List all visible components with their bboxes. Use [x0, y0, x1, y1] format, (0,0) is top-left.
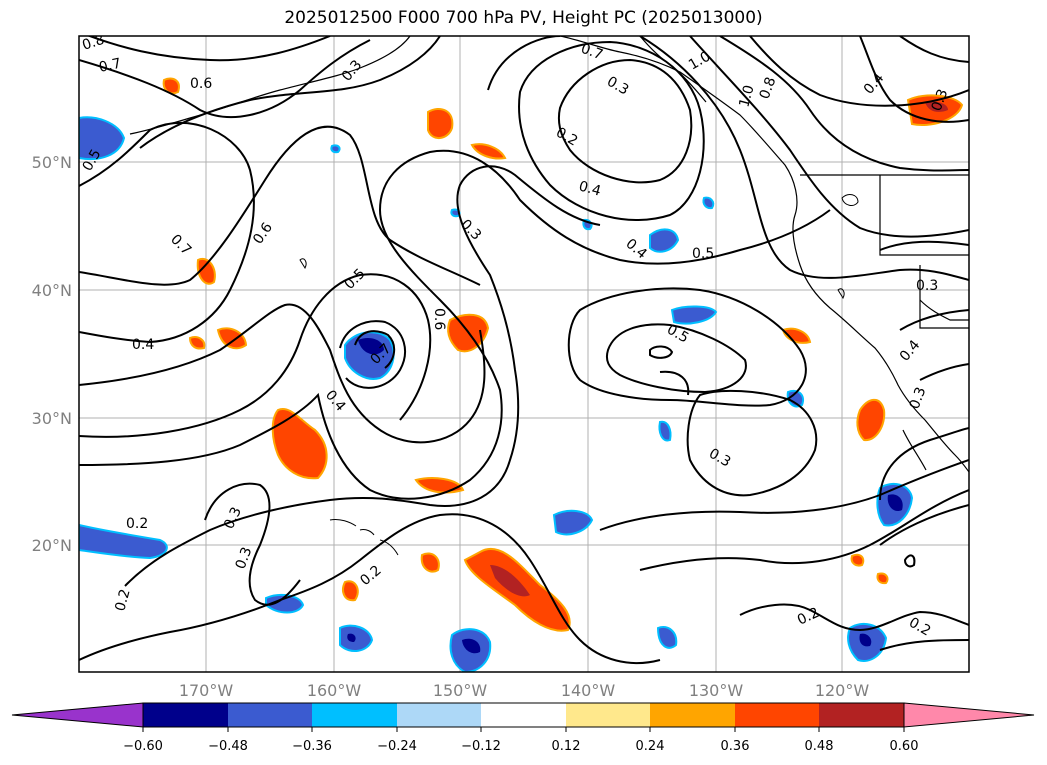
contour-label: 0.4 — [577, 178, 603, 199]
negative-anomalies — [79, 116, 914, 672]
contour-label: 0.7 — [579, 41, 605, 64]
islands — [299, 194, 859, 556]
pv-blob-west-pacific — [271, 408, 328, 480]
map-panel: 0.8 0.7 0.6 0.5 0.7 0.6 0.4 0.5 0.6 0.7 … — [78, 35, 970, 673]
colorbar-segment — [650, 703, 735, 727]
colorbar-tick-label: −0.48 — [208, 739, 248, 754]
contour-label: 0.4 — [132, 337, 154, 353]
contour-label: 0.7 — [98, 56, 123, 76]
contour-label: 1.0 — [736, 83, 757, 109]
colorbar-segment — [735, 703, 819, 727]
colorbar-tick-label: 0.60 — [890, 739, 919, 754]
colorbar-tick-label: 0.48 — [805, 739, 834, 754]
lat-label-40n: 40°N — [32, 281, 72, 300]
contour-label: 0.3 — [907, 385, 930, 411]
lat-label-50n: 50°N — [32, 153, 72, 172]
contour-label: 0.5 — [692, 246, 714, 262]
lon-label-160w: 160°W — [307, 681, 362, 700]
lat-label-20n: 20°N — [32, 536, 72, 555]
colorbar-tick-label: 0.12 — [552, 739, 581, 754]
lat-labels: 50°N 40°N 30°N 20°N — [32, 153, 72, 555]
lon-label-150w: 150°W — [433, 681, 488, 700]
colorbar-segment — [312, 703, 397, 727]
contour-label: 0.2 — [112, 587, 133, 613]
contour-label: 0.3 — [916, 278, 938, 294]
colorbar-tick-label: −0.12 — [461, 739, 501, 754]
contour-label: 0.6 — [190, 76, 212, 92]
colorbar-extend-high — [903, 702, 1035, 728]
colorbar-tick-label: −0.24 — [377, 739, 417, 754]
colorbar-segment — [566, 703, 650, 727]
gridlines — [79, 36, 969, 672]
contour-label: 0.6 — [431, 308, 447, 330]
contour-label: 0.8 — [757, 75, 780, 101]
colorbar-segment — [397, 703, 481, 727]
colorbar-segment — [819, 703, 904, 727]
colorbar-segment — [143, 703, 228, 727]
lon-label-120w: 120°W — [815, 681, 870, 700]
contour-label: 0.3 — [929, 87, 952, 113]
contour-label: 0.3 — [233, 545, 256, 571]
colorbar-tick-label: 0.36 — [721, 739, 750, 754]
lon-labels: 170°W 160°W 150°W 140°W 130°W 120°W — [179, 681, 870, 700]
lon-label-130w: 130°W — [689, 681, 744, 700]
contour-label: 0.2 — [126, 516, 148, 532]
colorbar-tick-label: 0.24 — [636, 739, 665, 754]
map-title: 2025012500 F000 700 hPa PV, Height PC (2… — [284, 8, 763, 28]
lat-label-30n: 30°N — [32, 409, 72, 428]
lon-label-170w: 170°W — [179, 681, 234, 700]
colorbar-tick-label: −0.36 — [292, 739, 332, 754]
colorbar-segment — [228, 703, 312, 727]
height-contours — [79, 36, 969, 664]
colorbar-tick-label: −0.60 — [123, 739, 163, 754]
lon-label-140w: 140°W — [561, 681, 616, 700]
coastlines — [129, 36, 969, 473]
positive-anomalies — [162, 77, 964, 632]
colorbar: −0.60 −0.48 −0.36 −0.24 −0.12 0.12 0.24 … — [11, 702, 1035, 754]
colorbar-extend-low — [11, 702, 144, 728]
colorbar-segment — [481, 703, 566, 727]
